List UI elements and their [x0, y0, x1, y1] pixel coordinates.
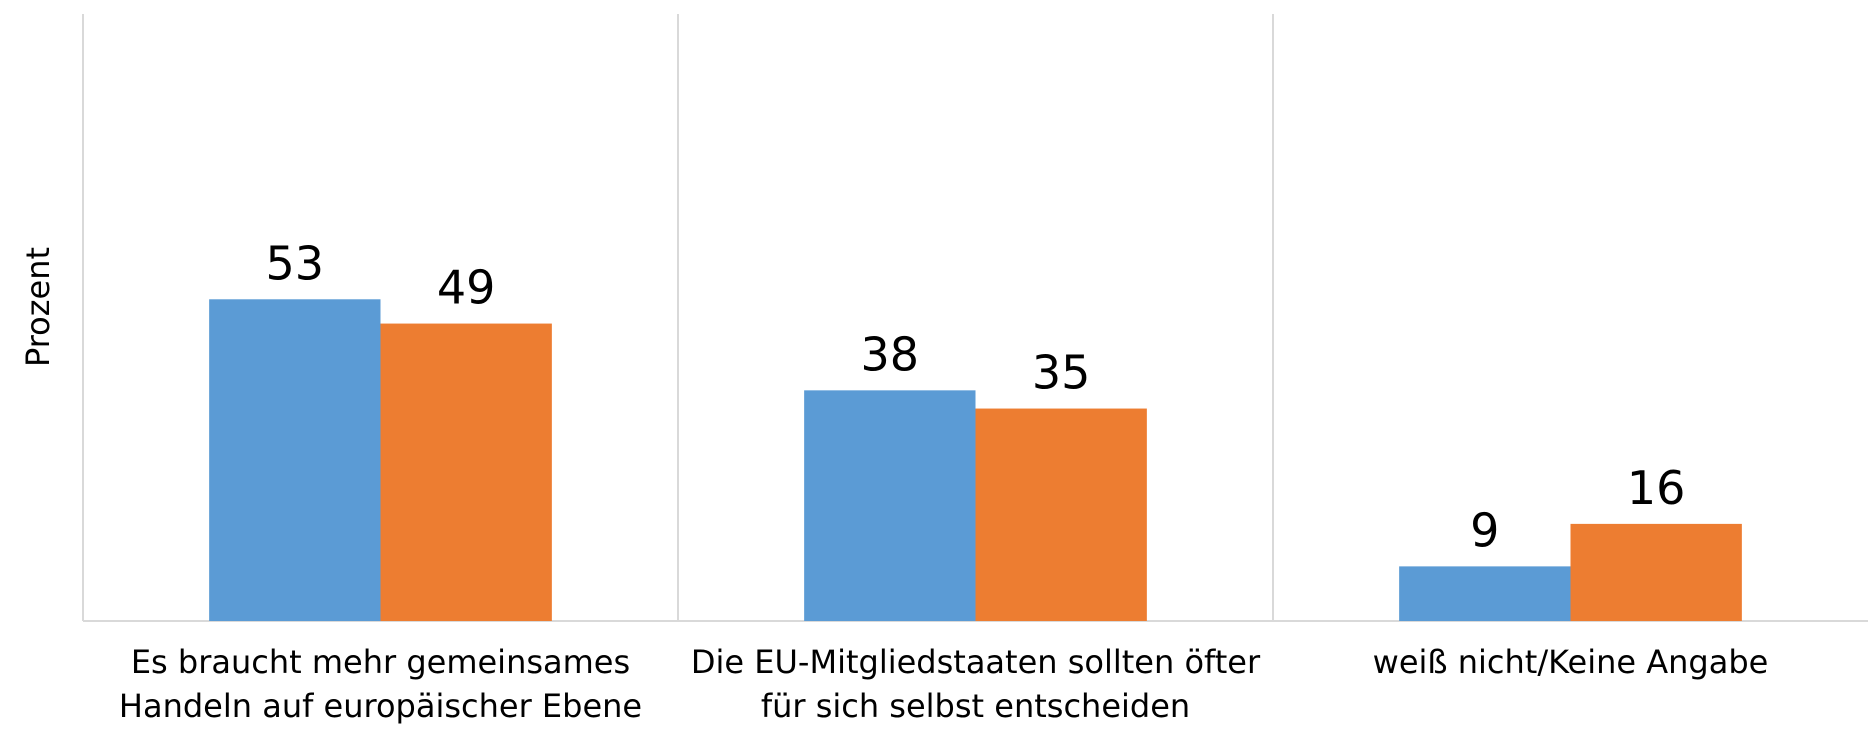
x-tick-label-line: für sich selbst entscheiden [761, 687, 1190, 725]
bar [1570, 523, 1742, 621]
data-label: 49 [437, 261, 496, 315]
x-tick-label-line: Es braucht mehr gemeinsames [131, 643, 630, 681]
x-tick-label-line: weiß nicht/Keine Angabe [1373, 643, 1769, 681]
bar [1399, 566, 1571, 621]
data-label: 38 [861, 327, 920, 381]
x-tick-label-line: Handeln auf europäischer Ebene [119, 687, 642, 725]
bar [209, 299, 381, 621]
bar [975, 408, 1147, 621]
data-label: 53 [266, 236, 325, 290]
data-label: 35 [1032, 346, 1091, 400]
x-tick-label: Es braucht mehr gemeinsames Handeln auf e… [119, 643, 642, 725]
x-tick-label: weiß nicht/Keine Angabe [1373, 643, 1769, 681]
bar [804, 390, 976, 621]
data-label: 9 [1470, 503, 1499, 557]
data-label: 16 [1627, 461, 1686, 515]
x-tick-label: Die EU-Mitgliedstaaten sollten öfter für … [691, 643, 1261, 725]
bar [380, 323, 552, 621]
x-tick-label-line: Die EU-Mitgliedstaaten sollten öfter [691, 643, 1261, 681]
y-axis-label: Prozent [19, 247, 57, 367]
